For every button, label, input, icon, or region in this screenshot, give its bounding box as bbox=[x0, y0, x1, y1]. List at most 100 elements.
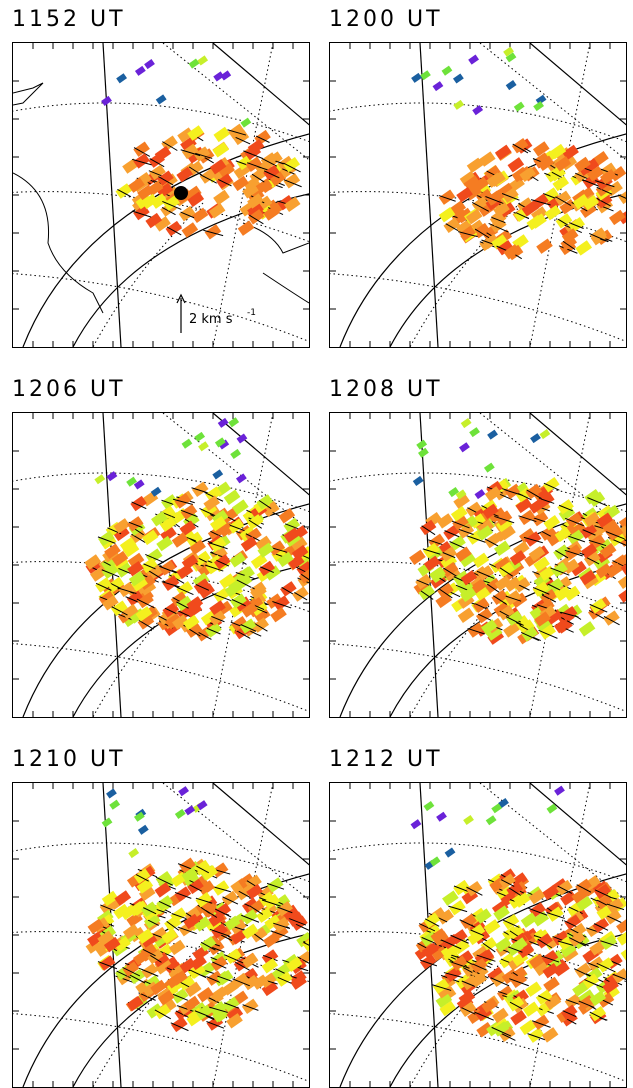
velocity-vector bbox=[588, 539, 607, 547]
grid-line bbox=[162, 413, 309, 531]
velocity-cell bbox=[214, 437, 226, 448]
velocity-cell bbox=[212, 469, 224, 480]
velocity-cell bbox=[253, 607, 271, 624]
velocity-cell bbox=[612, 968, 626, 984]
velocity-vector bbox=[296, 566, 309, 575]
velocity-cell bbox=[109, 799, 121, 810]
velocity-cell bbox=[505, 80, 517, 91]
velocity-vector bbox=[541, 594, 557, 603]
velocity-vector bbox=[603, 616, 620, 626]
velocity-cell bbox=[251, 974, 269, 990]
velocity-cell bbox=[155, 871, 173, 887]
velocity-cell bbox=[455, 546, 472, 562]
velocity-cell bbox=[232, 129, 250, 146]
velocity-cell bbox=[470, 578, 487, 594]
velocity-vector bbox=[129, 974, 146, 984]
velocity-cell bbox=[146, 948, 164, 965]
velocity-cell bbox=[443, 524, 460, 540]
velocity-cell bbox=[455, 489, 467, 500]
velocity-cell bbox=[161, 928, 178, 944]
velocity-vector bbox=[174, 891, 192, 899]
velocity-cell bbox=[261, 958, 279, 974]
velocity-cell bbox=[229, 552, 247, 568]
velocity-cell bbox=[171, 532, 189, 548]
velocity-cell bbox=[589, 1005, 607, 1022]
velocity-cell bbox=[133, 868, 151, 884]
velocity-vector bbox=[532, 586, 550, 595]
velocity-cell bbox=[606, 525, 624, 541]
velocity-cell bbox=[187, 878, 204, 895]
scale-exponent: -1 bbox=[247, 308, 256, 318]
velocity-vector bbox=[161, 207, 176, 216]
velocity-cell bbox=[555, 213, 573, 229]
velocity-vector bbox=[214, 908, 232, 918]
velocity-cell bbox=[460, 586, 477, 603]
velocity-vector bbox=[474, 603, 489, 610]
velocity-cell bbox=[463, 175, 481, 191]
velocity-cell bbox=[150, 486, 162, 497]
velocity-cell bbox=[595, 193, 613, 209]
velocity-cell bbox=[452, 515, 469, 531]
velocity-cell bbox=[529, 902, 546, 918]
velocity-cell bbox=[568, 931, 586, 947]
velocity-cell bbox=[84, 554, 102, 570]
velocity-cell bbox=[251, 600, 268, 616]
grid-line bbox=[13, 842, 309, 883]
velocity-vector bbox=[117, 188, 132, 198]
velocity-cell bbox=[450, 955, 468, 971]
velocity-vector bbox=[438, 588, 453, 599]
velocity-vector bbox=[476, 570, 495, 579]
velocity-vector bbox=[122, 966, 141, 977]
velocity-cell bbox=[465, 881, 483, 897]
velocity-vector bbox=[470, 929, 485, 937]
velocity-cell bbox=[170, 591, 188, 607]
velocity-vector bbox=[431, 984, 452, 991]
velocity-cell bbox=[239, 618, 257, 634]
velocity-cell bbox=[565, 544, 582, 560]
velocity-cell bbox=[481, 997, 499, 1014]
velocity-cell bbox=[152, 951, 170, 968]
velocity-cell bbox=[456, 207, 473, 224]
velocity-cell bbox=[213, 71, 225, 82]
velocity-vector bbox=[261, 899, 283, 908]
velocity-vector bbox=[502, 919, 520, 928]
velocity-cell bbox=[452, 73, 464, 84]
velocity-cell bbox=[507, 924, 525, 941]
velocity-vector bbox=[286, 916, 307, 926]
velocity-cell bbox=[156, 182, 174, 198]
velocity-vector bbox=[490, 977, 510, 987]
map-frame: 2 km s -1 bbox=[12, 42, 310, 348]
grid-line bbox=[162, 783, 309, 901]
velocity-cell bbox=[283, 517, 301, 534]
velocity-cell bbox=[474, 489, 486, 500]
coastline bbox=[13, 82, 104, 314]
velocity-cell bbox=[453, 938, 470, 955]
velocity-vector bbox=[188, 628, 201, 637]
velocity-vector bbox=[538, 995, 551, 1002]
velocity-cell bbox=[181, 143, 199, 160]
velocity-cell bbox=[141, 963, 159, 979]
velocity-cell bbox=[213, 189, 230, 206]
velocity-cell bbox=[415, 573, 432, 590]
velocity-vector bbox=[217, 975, 234, 983]
velocity-cell bbox=[480, 619, 498, 635]
velocity-cell bbox=[298, 568, 309, 584]
velocity-vector bbox=[445, 223, 459, 232]
velocity-cell bbox=[214, 554, 231, 570]
velocity-cell bbox=[98, 590, 116, 607]
grid-line bbox=[13, 102, 309, 143]
velocity-cell bbox=[162, 602, 180, 618]
velocity-cell bbox=[583, 551, 601, 567]
velocity-cells bbox=[101, 55, 302, 240]
velocity-cell bbox=[205, 622, 222, 638]
velocity-vector bbox=[472, 963, 487, 971]
velocity-vector bbox=[458, 231, 478, 238]
velocity-cell bbox=[465, 208, 483, 225]
velocity-vector bbox=[97, 536, 116, 544]
velocity-vector bbox=[589, 1011, 607, 1021]
velocity-cell bbox=[240, 536, 258, 552]
velocity-cell bbox=[270, 606, 287, 623]
velocity-cell bbox=[157, 170, 174, 186]
velocity-cells bbox=[411, 46, 626, 261]
velocity-cell bbox=[258, 560, 276, 577]
